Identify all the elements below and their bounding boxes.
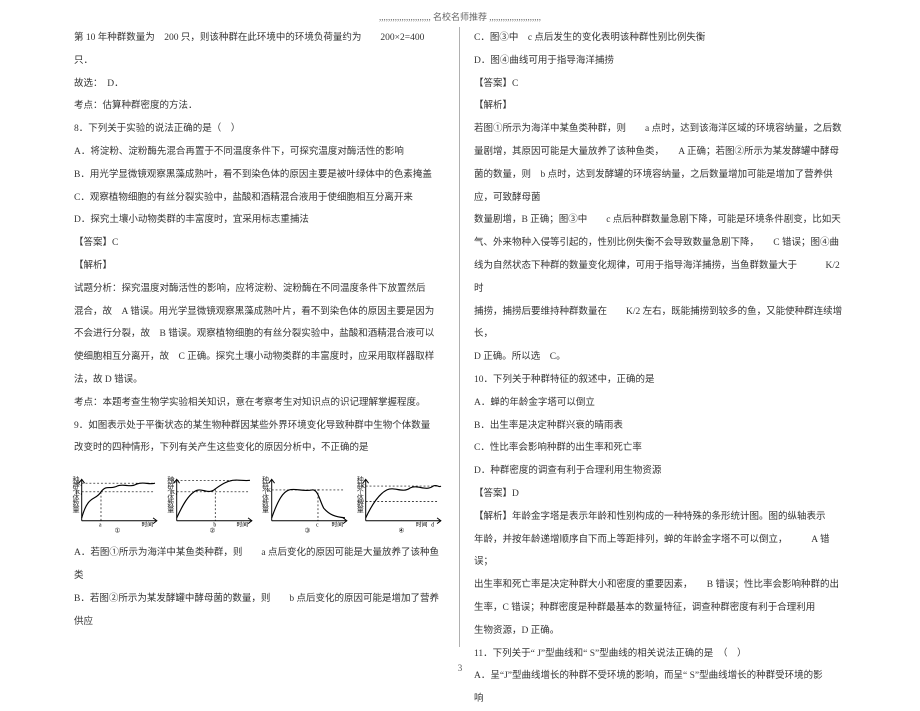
explanation-text: 菌的数量，则 b 点时，达到发酵罐的环境容纳量，之后数量增加可能是增加了营养供应… [474,164,846,210]
text-line: 故选： D． [74,73,445,96]
option-b: B．用光学显微镜观察黑藻成熟叶，看不到染色体的原因主要是被叶绿体中的色素掩盖 [74,164,445,187]
text-line: 第 10 年种群数量为 200 只，则该种群在此环境中的环境负荷量约为 200×… [74,27,445,73]
page-header: ,,,,,,,,,,,,,,,,,,,,,,, 名校名师推荐 ,,,,,,,,,… [0,0,920,27]
chart-2-curve [176,480,249,518]
question-11: 11．下列关于“ J”型曲线和“ S”型曲线的相关说法正确的是 （ ） [474,643,846,666]
option-a: A．蝉的年龄金字塔可以倒立 [474,392,846,415]
q9-option-a-cont: 类 [74,565,445,588]
exam-point: 考点：本题考查生物学实验相关知识，意在考察考生对知识点的识记理解掌握程度。 [74,392,445,415]
circ-1: ① [114,526,120,534]
xlabel: 时间 [141,521,153,529]
option-a-cont: 响 [474,688,846,711]
chart-1-svg: K₁ K₂ a 时间 ① [74,466,161,536]
answer-label: 【答案】C [474,73,846,96]
q9-option-a: A．若图①所示为海洋中某鱼类种群，则 a 点后变化的原因可能是大量放养了该种鱼 [74,542,445,565]
explanation-text: 混合，故 A 错误。用光学显微镜观察黑藻成熟叶片，看不到染色体的原因主要是因为 [74,301,445,324]
option-c: C．性比率会影响种群的出生率和死亡率 [474,437,846,460]
explanation-text: 线为自然状态下种群的数量变化规律，可用于指导海洋捕捞，当鱼群数量大于 K/2 时 [474,255,846,301]
option-d: D．探究土壤小动物类群的丰富度时，宜采用标志重捕法 [74,209,445,232]
chart-2: 种群个体数量 K₁ K₂ b 时间 ② [169,466,256,536]
right-column: C．图③中 c 点后发生的变化表明该种群性别比例失衡 D．图④曲线可用于指导海洋… [460,27,860,647]
chart-ylabel: 种群个体数量 [262,476,269,512]
q9-option-b: B．若图②所示为某发酵罐中酵母菌的数量，则 b 点后变化的原因可能是增加了营养 [74,588,445,611]
chart-1-curve [82,483,155,518]
explanation-text: 年龄，并按年龄递增顺序自下而上等距排列，蝉的年龄金字塔不可以倒立， A 错误； [474,529,846,575]
explanation-text: 若图①所示为海洋中某鱼类种群，则 a 点时，达到该海洋区域的环境容纳量，之后数 [474,118,846,141]
mark-c: c [316,523,319,529]
option-a: A．将淀粉、淀粉酶先混合再置于不同温度条件下，可探究温度对酶活性的影响 [74,141,445,164]
question-9: 9．如图表示处于平衡状态的某生物种群因某些外界环境变化导致种群中生物个体数量 [74,415,445,438]
question-8: 8．下列关于实验的说法正确的是（ ） [74,118,445,141]
chart-ylabel: 种群个体数量 [356,476,363,512]
explanation-text: 不会进行分裂，故 B 错误。观察植物细胞的有丝分裂实验中，盐酸和酒精混合液可以 [74,323,445,346]
circ-2: ② [209,526,215,534]
charts-row: 种群个体数量 K₁ K₂ a 时间 ① [74,466,445,536]
chart-4-curve [366,486,441,518]
header-dots-right: ,,,,,,,,,,,,,,,,,,,,,,, [489,12,541,22]
explanation-text: 量剧增，其原因可能是大量放养了该种鱼类， A 正确；若图②所示为某发酵罐中酵母 [474,141,846,164]
option-d: D．种群密度的调查有利于合理利用生物资源 [474,460,846,483]
chart-3-svg: K c 时间 ③ [264,466,351,536]
q9-option-b-cont: 供应 [74,611,445,634]
chart-3-curve [271,489,344,518]
xlabel: 时间 [236,521,248,529]
mark-d: d [432,523,435,529]
chart-ylabel: 种群个体数量 [72,476,79,512]
page-number: 3 [458,663,463,673]
header-title: 名校名师推荐 [433,12,487,22]
chart-4-svg: K K/2 d 时间 ④ [358,466,445,536]
explanation-text: 出生率和死亡率是决定种群大小和密度的重要因素， B 错误；性比率会影响种群的出 [474,574,846,597]
explanation-text: D 正确。所以选 C。 [474,346,846,369]
left-column: 第 10 年种群数量为 200 只，则该种群在此环境中的环境负荷量约为 200×… [60,27,460,647]
two-column-layout: 第 10 年种群数量为 200 只，则该种群在此环境中的环境负荷量约为 200×… [0,27,920,647]
explanation-text: 数量剧增，B 正确；图③中 c 点后种群数量急剧下降，可能是环境条件剧变，比如天 [474,209,846,232]
answer-label: 【答案】D [474,483,846,506]
question-9-cont: 改变时的四种情形，下列有关产生这些变化的原因分析中，不正确的是 [74,437,445,460]
explanation-text: 使细胞相互分离开，故 C 正确。探究土壤小动物类群的丰富度时，应采用取样器取样 [74,346,445,369]
header-dots-left: ,,,,,,,,,,,,,,,,,,,,,,, [379,12,431,22]
option-b: B．出生率是决定种群兴衰的晴雨表 [474,415,846,438]
explanation-text: 【解析】年龄金字塔是表示年龄和性别构成的一种特殊的条形统计图。图的纵轴表示 [474,506,846,529]
explanation-text: 气、外来物种入侵等引起的，性别比例失衡不会导致数量急剧下降， C 错误；图④曲 [474,232,846,255]
exam-point: 考点：估算种群密度的方法． [74,95,445,118]
explanation-text: 法，故 D 错误。 [74,369,445,392]
question-10: 10．下列关于种群特征的叙述中，正确的是 [474,369,846,392]
explanation-label: 【解析】 [74,255,445,278]
explanation-text: 生率，C 错误；种群密度是种群最基本的数量特征，调查种群密度有利于合理利用 [474,597,846,620]
xlabel: 时间 [331,521,343,529]
circ-4: ④ [399,526,405,534]
chart-3: 种群个体数量 K c 时间 ③ [264,466,351,536]
chart-2-svg: K₁ K₂ b 时间 ② [169,466,256,536]
chart-ylabel: 种群个体数量 [167,476,174,512]
explanation-text: 试题分析：探究温度对酶活性的影响，应将淀粉、淀粉酶在不同温度条件下放置然后 [74,278,445,301]
q9-option-d: D．图④曲线可用于指导海洋捕捞 [474,50,846,73]
q9-option-c: C．图③中 c 点后发生的变化表明该种群性别比例失衡 [474,27,846,50]
circ-3: ③ [304,526,310,534]
option-a: A．呈“J”型曲线增长的种群不受环境的影响，而呈“ S”型曲线增长的种群受环境的… [474,665,846,688]
chart-4: 种群个体数量 K K/2 d 时间 ④ [358,466,445,536]
mark-a: a [99,523,102,529]
explanation-text: 捕捞，捕捞后要维持种群数量在 K/2 左右，既能捕捞到较多的鱼，又能使种群连续增… [474,301,846,347]
chart-1: 种群个体数量 K₁ K₂ a 时间 ① [74,466,161,536]
option-c: C．观察植物细胞的有丝分裂实验中，盐酸和酒精混合液用于使细胞相互分离开来 [74,187,445,210]
explanation-text: 生物资源，D 正确。 [474,620,846,643]
answer-label: 【答案】C [74,232,445,255]
explanation-label: 【解析】 [474,95,846,118]
xlabel: 时间 [416,521,428,529]
